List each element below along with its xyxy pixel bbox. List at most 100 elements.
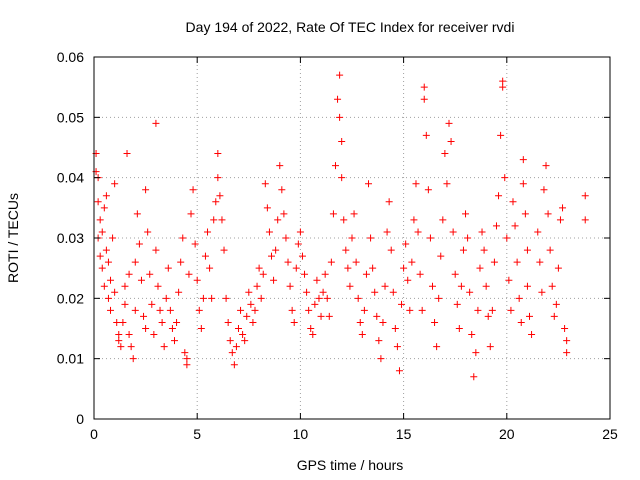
data-point	[168, 325, 176, 332]
data-point	[102, 192, 110, 200]
data-point	[286, 282, 294, 290]
data-point	[265, 228, 273, 236]
data-point	[133, 210, 141, 218]
data-point	[497, 131, 505, 139]
data-point	[247, 300, 255, 308]
data-point	[214, 174, 222, 182]
y-tick-label: 0.03	[57, 230, 84, 246]
data-point	[243, 312, 251, 320]
data-point	[109, 234, 117, 242]
data-point	[334, 95, 342, 103]
x-tick-label: 15	[396, 426, 412, 442]
data-point	[150, 331, 158, 339]
data-point	[296, 228, 304, 236]
data-point	[519, 156, 527, 164]
data-point	[389, 288, 397, 296]
data-point	[249, 318, 257, 326]
data-point	[270, 276, 278, 284]
data-point	[534, 228, 542, 236]
data-point	[462, 210, 470, 218]
data-point	[375, 337, 383, 345]
data-point	[100, 282, 108, 290]
data-point	[331, 162, 339, 170]
y-axis-title: ROTI / TECUs	[5, 193, 21, 283]
data-point	[127, 343, 135, 351]
chart-title: Day 194 of 2022, Rate Of TEC Index for r…	[186, 19, 515, 35]
data-point	[511, 222, 519, 230]
data-point	[191, 240, 199, 248]
data-point	[478, 228, 486, 236]
data-point	[360, 306, 368, 314]
data-point	[517, 318, 525, 326]
data-point	[348, 234, 356, 242]
data-point	[381, 282, 389, 290]
data-point	[431, 318, 439, 326]
data-point	[232, 343, 240, 351]
data-point	[321, 270, 329, 278]
data-point	[148, 300, 156, 308]
data-point	[398, 300, 406, 308]
data-point	[323, 294, 331, 302]
data-point	[179, 234, 187, 242]
data-point	[408, 258, 416, 266]
data-point	[107, 306, 115, 314]
data-point	[121, 300, 129, 308]
data-point	[104, 258, 112, 266]
data-point	[552, 300, 560, 308]
data-point	[284, 258, 292, 266]
x-tick-label: 20	[499, 426, 515, 442]
data-point	[400, 264, 408, 272]
data-point	[336, 71, 344, 79]
data-point	[107, 276, 115, 284]
data-point	[197, 325, 205, 332]
x-tick-label: 10	[293, 426, 309, 442]
data-point	[183, 355, 191, 363]
data-point	[173, 318, 181, 326]
data-point	[369, 264, 377, 272]
data-point	[317, 312, 325, 320]
data-point	[142, 325, 150, 332]
data-point	[422, 131, 430, 139]
data-point	[259, 270, 267, 278]
data-point	[488, 306, 496, 314]
data-point	[294, 240, 302, 248]
data-point	[509, 198, 517, 206]
data-point	[261, 180, 269, 188]
data-point	[503, 234, 511, 242]
data-point	[505, 276, 513, 284]
data-point	[119, 318, 127, 326]
data-point	[540, 186, 548, 194]
data-point	[420, 83, 428, 91]
data-point	[447, 137, 455, 145]
data-point	[340, 216, 348, 224]
data-point	[459, 246, 467, 254]
data-point	[98, 228, 106, 236]
data-point	[490, 258, 498, 266]
data-point	[298, 252, 306, 260]
data-point	[142, 186, 150, 194]
data-point	[183, 361, 191, 369]
data-point	[104, 294, 112, 302]
axis-ticks: 0 5 10 15 20 25 0 0.01 0.02 0.03 0.04 0.05 0.06	[57, 49, 618, 442]
data-point	[311, 300, 319, 308]
data-point	[513, 258, 521, 266]
data-point	[538, 288, 546, 296]
data-point	[350, 210, 358, 218]
data-point	[212, 198, 220, 206]
data-point	[117, 343, 125, 351]
data-point	[222, 294, 230, 302]
data-point	[554, 264, 562, 272]
data-point	[523, 246, 531, 254]
data-point	[338, 137, 346, 145]
data-point	[495, 192, 503, 200]
data-point	[175, 288, 183, 296]
data-point	[152, 246, 160, 254]
data-point	[443, 180, 451, 188]
data-point	[226, 337, 234, 345]
data-point	[412, 180, 420, 188]
data-point	[336, 113, 344, 121]
data-point	[492, 222, 500, 230]
data-point	[307, 325, 315, 332]
data-point	[195, 306, 203, 314]
